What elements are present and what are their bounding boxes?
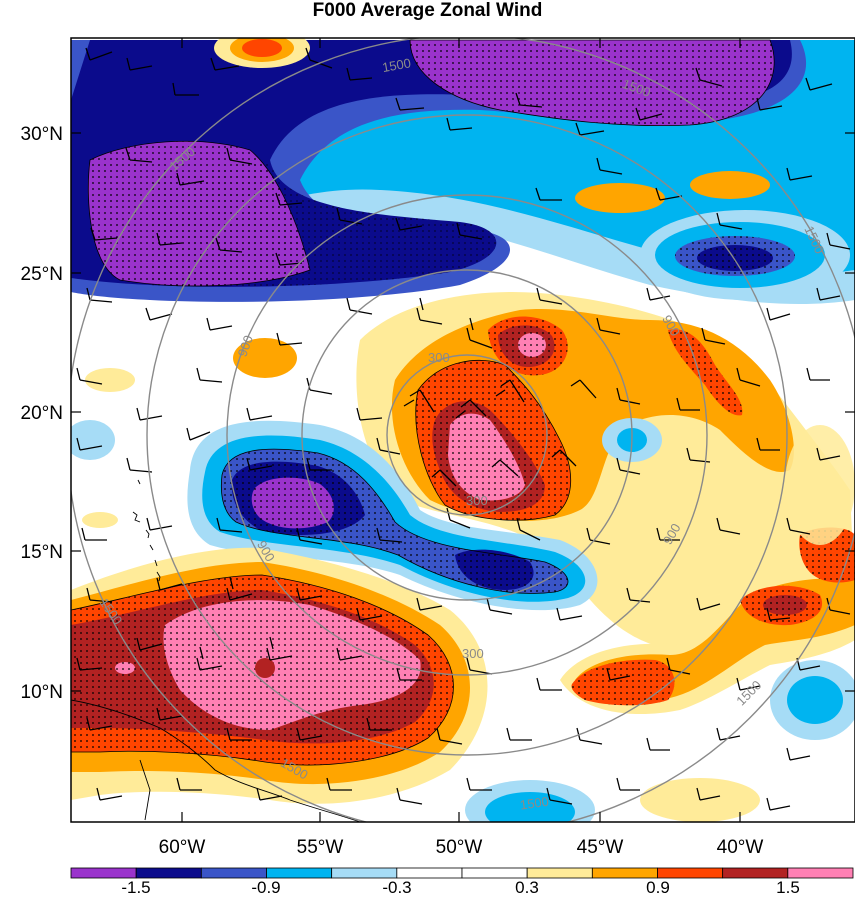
colorbar-swatch [396, 867, 463, 879]
range-ring-third [226, 194, 708, 676]
negative-band-north [71, 40, 855, 305]
colorbar-swatch [461, 867, 528, 879]
range-ring-inner [386, 354, 548, 516]
range-ring-second [301, 269, 633, 601]
ring-label-middle-west: 900 [235, 333, 257, 359]
colorbar-swatch [526, 867, 593, 879]
colorbar-label-neg-0-3: -0.3 [382, 878, 411, 897]
positive-region-center [233, 171, 855, 651]
y-tick-label-25n: 25°N [21, 264, 63, 285]
colorbar-swatch [200, 867, 267, 879]
ring-label-inner-southeast: 300 [462, 646, 484, 661]
range-rings [71, 38, 855, 822]
ring-label-inner-bottom: 300 [466, 493, 488, 508]
ring-label-outer-north: 1500 [381, 55, 412, 75]
range-ring-fourth [146, 114, 788, 756]
colorbar-swatch [722, 867, 789, 879]
colorbar-swatch [787, 867, 854, 879]
colorbar-label-neg-0-9: -0.9 [251, 878, 280, 897]
x-tick-label-60w: 60°W [159, 837, 206, 858]
colorbar-swatch [657, 867, 724, 879]
colorbar-label-neg-1-5: -1.5 [121, 878, 150, 897]
colorbar-swatch [266, 867, 333, 879]
wind-barbs [76, 47, 851, 811]
colorbar-label-1-5: 1.5 [776, 878, 800, 897]
colorbar [70, 867, 854, 879]
colorbar-swatch [135, 867, 202, 879]
y-tick-label-15n: 15°N [21, 542, 63, 563]
y-tick-label-30n: 30°N [21, 124, 63, 145]
coastlines [71, 479, 361, 822]
positive-region-southwest [71, 547, 488, 804]
positive-region-southeast [82, 368, 855, 822]
ring-label-outer-south-2: 1500 [519, 794, 550, 813]
range-ring-labels: 300 300 300 900 900 900 900 1500 1500 15… [97, 55, 828, 812]
y-axis [71, 132, 855, 692]
x-tick-label-45w: 45°W [577, 837, 624, 858]
positive-blob-top [214, 38, 310, 68]
x-tick-label-40w: 40°W [717, 837, 764, 858]
colorbar-swatch [70, 867, 137, 879]
x-tick-label-50w: 50°W [436, 837, 483, 858]
colorbar-label-0-3: 0.3 [515, 878, 539, 897]
chart-title: F000 Average Zonal Wind [312, 0, 543, 21]
plot-frame [70, 37, 855, 823]
ring-label-inner-top: 300 [428, 350, 450, 365]
y-tick-label-20n: 20°N [21, 403, 63, 424]
x-tick-label-55w: 55°W [297, 837, 344, 858]
colorbar-swatch [591, 867, 658, 879]
colorbar-swatch [331, 867, 398, 879]
negative-blob-east [640, 210, 850, 300]
y-tick-label-10n: 10°N [21, 682, 63, 703]
shaded-field: 300 300 300 900 900 900 900 1500 1500 15… [71, 38, 855, 822]
colorbar-label-0-9: 0.9 [646, 878, 670, 897]
contour-lines [71, 39, 775, 766]
x-axis [181, 38, 741, 822]
